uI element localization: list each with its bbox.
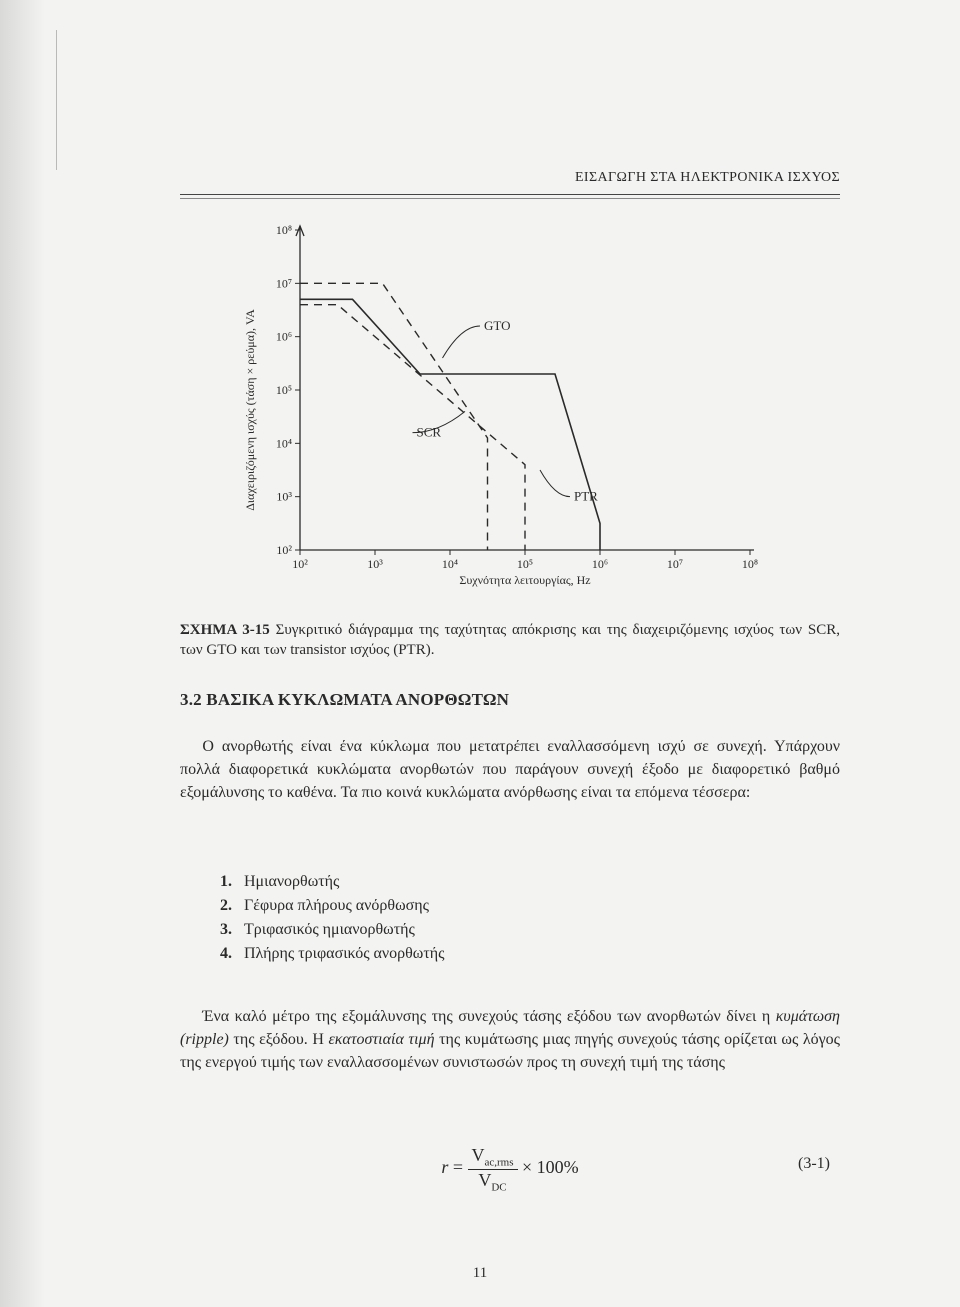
chart-svg: GTOSCRPTR 10²10³10⁴10⁵10⁶10⁷10⁸ 10²10³10…: [240, 220, 760, 590]
svg-text:10³: 10³: [276, 490, 292, 504]
power-vs-frequency-chart: GTOSCRPTR 10²10³10⁴10⁵10⁶10⁷10⁸ 10²10³10…: [240, 220, 760, 590]
svg-text:10⁵: 10⁵: [517, 557, 533, 571]
svg-text:10⁴: 10⁴: [442, 557, 458, 571]
list-item: 1. Ημιανορθωτής: [220, 870, 840, 894]
eq-den-sym: V: [478, 1170, 491, 1190]
ripple-equation: r = Vac,rms VDC × 100%: [180, 1145, 840, 1193]
eq-tail: × 100%: [522, 1157, 579, 1177]
y-axis-label: Διαχειριζόμενη ισχύς (τάση × ρεύμα), VA: [243, 309, 257, 511]
x-axis-label: Συχνότητα λειτουργίας, Hz: [459, 573, 590, 587]
list-item: 4. Πλήρης τριφασικός ανορθωτής: [220, 942, 840, 966]
list-item: 3. Τριφασικός ημιανορθωτής: [220, 918, 840, 942]
svg-text:10²: 10²: [276, 543, 292, 557]
list-num: 2.: [220, 894, 244, 918]
svg-text:10⁷: 10⁷: [276, 276, 292, 290]
figure-caption: ΣΧΗΜΑ 3-15 Συγκριτικό διάγραμμα της ταχύ…: [180, 620, 840, 661]
list-item: 2. Γέφυρα πλήρους ανόρθωσης: [220, 894, 840, 918]
eq-equals: =: [448, 1157, 467, 1177]
caption-text: Συγκριτικό διάγραμμα της ταχύτητας απόκρ…: [180, 622, 840, 658]
svg-text:10⁷: 10⁷: [667, 557, 683, 571]
svg-text:10³: 10³: [367, 557, 383, 571]
running-rule: [180, 194, 840, 199]
list-text: Ημιανορθωτής: [244, 870, 339, 894]
x-tick-labels: 10² 10³ 10⁴ 10⁵ 10⁶ 10⁷ 10⁸: [292, 557, 758, 571]
p2-em2: εκατοστιαία τιμή: [328, 1031, 434, 1048]
eq-num-sym: V: [472, 1145, 485, 1165]
binding-shadow: [0, 0, 45, 1307]
list-text: Πλήρης τριφασικός ανορθωτής: [244, 942, 444, 966]
rectifier-list: 1. Ημιανορθωτής 2. Γέφυρα πλήρους ανόρθω…: [220, 870, 840, 966]
body-paragraph-2: Ένα καλό μέτρο της εξομάλυνσης της συνεχ…: [180, 1005, 840, 1075]
svg-text:10⁴: 10⁴: [276, 436, 292, 450]
svg-text:10⁸: 10⁸: [276, 223, 292, 237]
page-number: 11: [0, 1265, 960, 1282]
svg-text:SCR: SCR: [417, 425, 442, 440]
p2-a: Ένα καλό μέτρο της εξομάλυνσης της συνεχ…: [202, 1008, 775, 1025]
svg-text:10⁵: 10⁵: [276, 383, 292, 397]
eq-den-sub: DC: [491, 1181, 506, 1193]
list-text: Γέφυρα πλήρους ανόρθωσης: [244, 894, 429, 918]
body-paragraph-1: Ο ανορθωτής είναι ένα κύκλωμα που μετατρ…: [180, 735, 840, 805]
chart-series: [300, 283, 600, 550]
list-num: 4.: [220, 942, 244, 966]
section-heading: 3.2 ΒΑΣΙΚΑ ΚΥΚΛΩΜΑΤΑ ΑΝΟΡΘΩΤΩΝ: [180, 690, 509, 710]
list-num: 3.: [220, 918, 244, 942]
svg-text:10⁶: 10⁶: [276, 330, 292, 344]
svg-text:PTR: PTR: [574, 489, 598, 504]
eq-num-sub: ac,rms: [485, 1157, 514, 1169]
svg-text:10⁶: 10⁶: [592, 557, 608, 571]
page-root: ΕΙΣΑΓΩΓΗ ΣΤΑ ΗΛΕΚΤΡΟΝΙΚΑ ΙΣΧΥΟΣ GTO SCR PT…: [0, 0, 960, 1307]
list-text: Τριφασικός ημιανορθωτής: [244, 918, 415, 942]
p2-b: της εξόδου. Η: [229, 1031, 329, 1048]
svg-text:GTO: GTO: [484, 318, 510, 333]
caption-lead: ΣΧΗΜΑ 3-15: [180, 622, 270, 638]
list-num: 1.: [220, 870, 244, 894]
chart-callouts: GTO SCR PTR: [413, 318, 599, 504]
running-head: ΕΙΣΑΓΩΓΗ ΣΤΑ ΗΛΕΚΤΡΟΝΙΚΑ ΙΣΧΥΟΣ: [575, 170, 840, 186]
svg-text:10²: 10²: [292, 557, 308, 571]
punch-line: [56, 30, 57, 170]
y-tick-labels: 10² 10³ 10⁴ 10⁵ 10⁶ 10⁷ 10⁸: [276, 223, 293, 557]
equation-number: (3-1): [798, 1155, 830, 1173]
svg-text:10⁸: 10⁸: [742, 557, 758, 571]
